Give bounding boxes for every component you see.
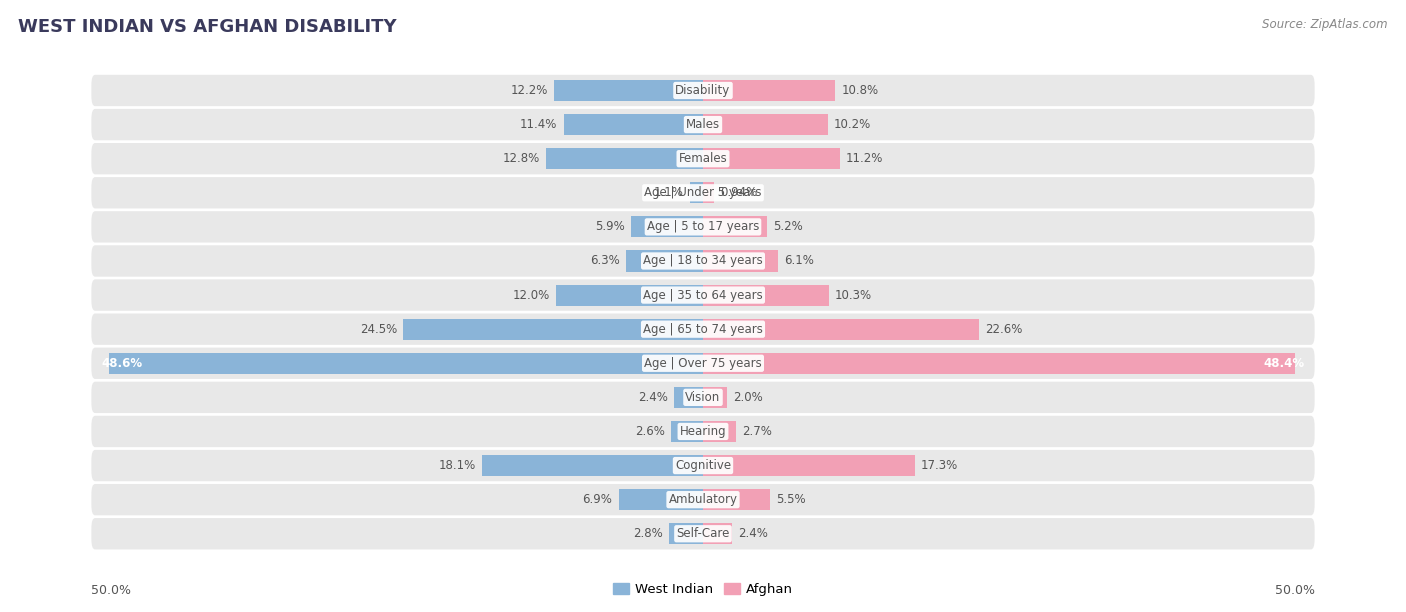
Text: Hearing: Hearing [679, 425, 727, 438]
Text: 24.5%: 24.5% [360, 323, 398, 335]
Text: Disability: Disability [675, 84, 731, 97]
Bar [554, 80, 703, 101]
Text: Age | 5 to 17 years: Age | 5 to 17 years [647, 220, 759, 233]
Bar [703, 489, 770, 510]
Text: 2.8%: 2.8% [633, 528, 662, 540]
FancyBboxPatch shape [91, 518, 1315, 550]
Text: Self-Care: Self-Care [676, 528, 730, 540]
Text: Age | 18 to 34 years: Age | 18 to 34 years [643, 255, 763, 267]
Text: 11.4%: 11.4% [520, 118, 557, 131]
Text: 50.0%: 50.0% [91, 584, 131, 597]
Bar [703, 523, 733, 544]
Bar [673, 387, 703, 408]
Text: 12.2%: 12.2% [510, 84, 548, 97]
FancyBboxPatch shape [91, 313, 1315, 345]
FancyBboxPatch shape [91, 484, 1315, 515]
FancyBboxPatch shape [91, 382, 1315, 413]
Text: 17.3%: 17.3% [921, 459, 957, 472]
Bar [703, 387, 727, 408]
Bar [703, 250, 778, 272]
Text: 2.6%: 2.6% [636, 425, 665, 438]
Bar [482, 455, 703, 476]
FancyBboxPatch shape [91, 177, 1315, 209]
Text: 2.4%: 2.4% [738, 528, 768, 540]
FancyBboxPatch shape [91, 280, 1315, 311]
Text: 11.2%: 11.2% [846, 152, 883, 165]
Text: 6.3%: 6.3% [591, 255, 620, 267]
Text: 2.4%: 2.4% [638, 391, 668, 404]
Bar [669, 523, 703, 544]
FancyBboxPatch shape [91, 211, 1315, 242]
Bar [671, 421, 703, 442]
Text: 10.3%: 10.3% [835, 289, 872, 302]
FancyBboxPatch shape [91, 450, 1315, 481]
Bar [703, 285, 830, 305]
FancyBboxPatch shape [91, 75, 1315, 106]
Text: Ambulatory: Ambulatory [668, 493, 738, 506]
Bar [689, 182, 703, 203]
Bar [703, 114, 828, 135]
Bar [703, 182, 714, 203]
Text: 6.1%: 6.1% [783, 255, 814, 267]
FancyBboxPatch shape [91, 348, 1315, 379]
Text: 2.7%: 2.7% [742, 425, 772, 438]
Text: Age | 65 to 74 years: Age | 65 to 74 years [643, 323, 763, 335]
Bar [703, 216, 766, 237]
Text: Age | Over 75 years: Age | Over 75 years [644, 357, 762, 370]
Text: 12.8%: 12.8% [503, 152, 540, 165]
Text: 5.5%: 5.5% [776, 493, 806, 506]
Bar [631, 216, 703, 237]
Bar [703, 80, 835, 101]
Text: 5.9%: 5.9% [595, 220, 624, 233]
Text: 5.2%: 5.2% [773, 220, 803, 233]
Bar [626, 250, 703, 272]
Text: Age | Under 5 years: Age | Under 5 years [644, 186, 762, 200]
Text: 22.6%: 22.6% [986, 323, 1024, 335]
Text: WEST INDIAN VS AFGHAN DISABILITY: WEST INDIAN VS AFGHAN DISABILITY [18, 18, 396, 36]
Bar [108, 353, 703, 374]
FancyBboxPatch shape [91, 109, 1315, 140]
Text: Females: Females [679, 152, 727, 165]
FancyBboxPatch shape [91, 416, 1315, 447]
Text: 50.0%: 50.0% [1275, 584, 1315, 597]
Text: Source: ZipAtlas.com: Source: ZipAtlas.com [1263, 18, 1388, 31]
Text: Males: Males [686, 118, 720, 131]
Text: Age | 35 to 64 years: Age | 35 to 64 years [643, 289, 763, 302]
Text: 2.0%: 2.0% [734, 391, 763, 404]
Bar [564, 114, 703, 135]
Bar [703, 455, 915, 476]
Legend: West Indian, Afghan: West Indian, Afghan [607, 578, 799, 602]
Text: 10.8%: 10.8% [841, 84, 879, 97]
Bar [547, 148, 703, 170]
FancyBboxPatch shape [91, 245, 1315, 277]
Bar [703, 148, 839, 170]
Text: Cognitive: Cognitive [675, 459, 731, 472]
Bar [703, 421, 735, 442]
Text: 1.1%: 1.1% [654, 186, 683, 200]
Text: 0.94%: 0.94% [721, 186, 758, 200]
Text: 10.2%: 10.2% [834, 118, 872, 131]
Bar [619, 489, 703, 510]
Bar [703, 319, 980, 340]
Text: 48.6%: 48.6% [101, 357, 142, 370]
Text: 18.1%: 18.1% [439, 459, 475, 472]
FancyBboxPatch shape [91, 143, 1315, 174]
Text: Vision: Vision [685, 391, 721, 404]
Text: 48.4%: 48.4% [1264, 357, 1305, 370]
Text: 12.0%: 12.0% [513, 289, 550, 302]
Bar [557, 285, 703, 305]
Bar [703, 353, 1295, 374]
Bar [404, 319, 703, 340]
Text: 6.9%: 6.9% [582, 493, 613, 506]
